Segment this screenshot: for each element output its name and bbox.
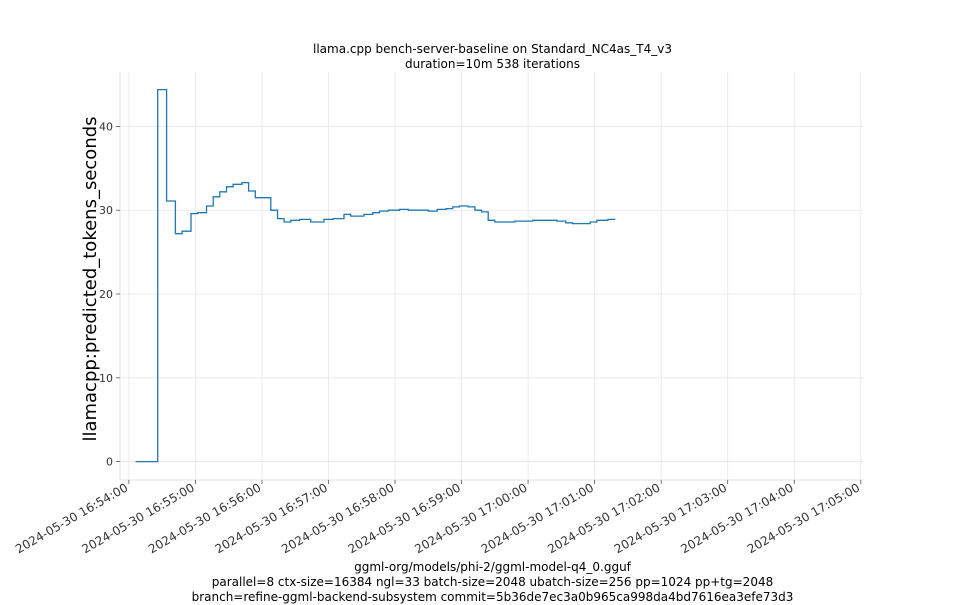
x-tick-label: 2024-05-30 17:01:00: [479, 480, 596, 556]
x-tick-label: 2024-05-30 17:00:00: [412, 480, 529, 556]
y-tick-label: 30: [99, 204, 113, 217]
y-tick-label: 40: [99, 120, 113, 133]
y-tick-label: 0: [106, 456, 113, 469]
x-axis-label-line-2: parallel=8 ctx-size=16384 ngl=33 batch-s…: [211, 575, 774, 589]
x-tick-label: 2024-05-30 17:05:00: [745, 480, 862, 556]
series-line: [135, 88, 616, 463]
x-tick-label: 2024-05-30 16:58:00: [279, 480, 396, 556]
y-axis-ticks: 0 10 20 30 40: [99, 120, 120, 469]
x-gridlines: [128, 72, 862, 480]
x-tick-label: 2024-05-30 16:57:00: [213, 480, 330, 556]
y-tick-label: 20: [99, 288, 113, 301]
x-tick-label: 2024-05-30 16:54:00: [13, 480, 130, 556]
x-axis-label-line-1: ggml-org/models/phi-2/ggml-model-q4_0.gg…: [354, 560, 631, 574]
chart-subtitle: duration=10m 538 iterations: [405, 57, 580, 71]
y-axis-label: llamacpp:predicted_tokens_seconds: [80, 116, 101, 441]
x-tick-label: 2024-05-30 16:55:00: [80, 480, 197, 556]
chart-title: llama.cpp bench-server-baseline on Stand…: [313, 42, 672, 56]
axis-spines: [119, 72, 863, 481]
x-tick-label: 2024-05-30 16:56:00: [146, 480, 263, 556]
x-tick-label: 2024-05-30 17:03:00: [612, 480, 729, 556]
x-tick-label: 2024-05-30 17:04:00: [678, 480, 795, 556]
x-tick-label: 2024-05-30 17:02:00: [545, 480, 662, 556]
y-gridlines: [120, 126, 863, 462]
y-tick-label: 10: [99, 372, 113, 385]
x-tick-label: 2024-05-30 16:59:00: [346, 480, 463, 556]
x-axis-label-line-3: branch=refine-ggml-backend-subsystem com…: [191, 590, 794, 604]
